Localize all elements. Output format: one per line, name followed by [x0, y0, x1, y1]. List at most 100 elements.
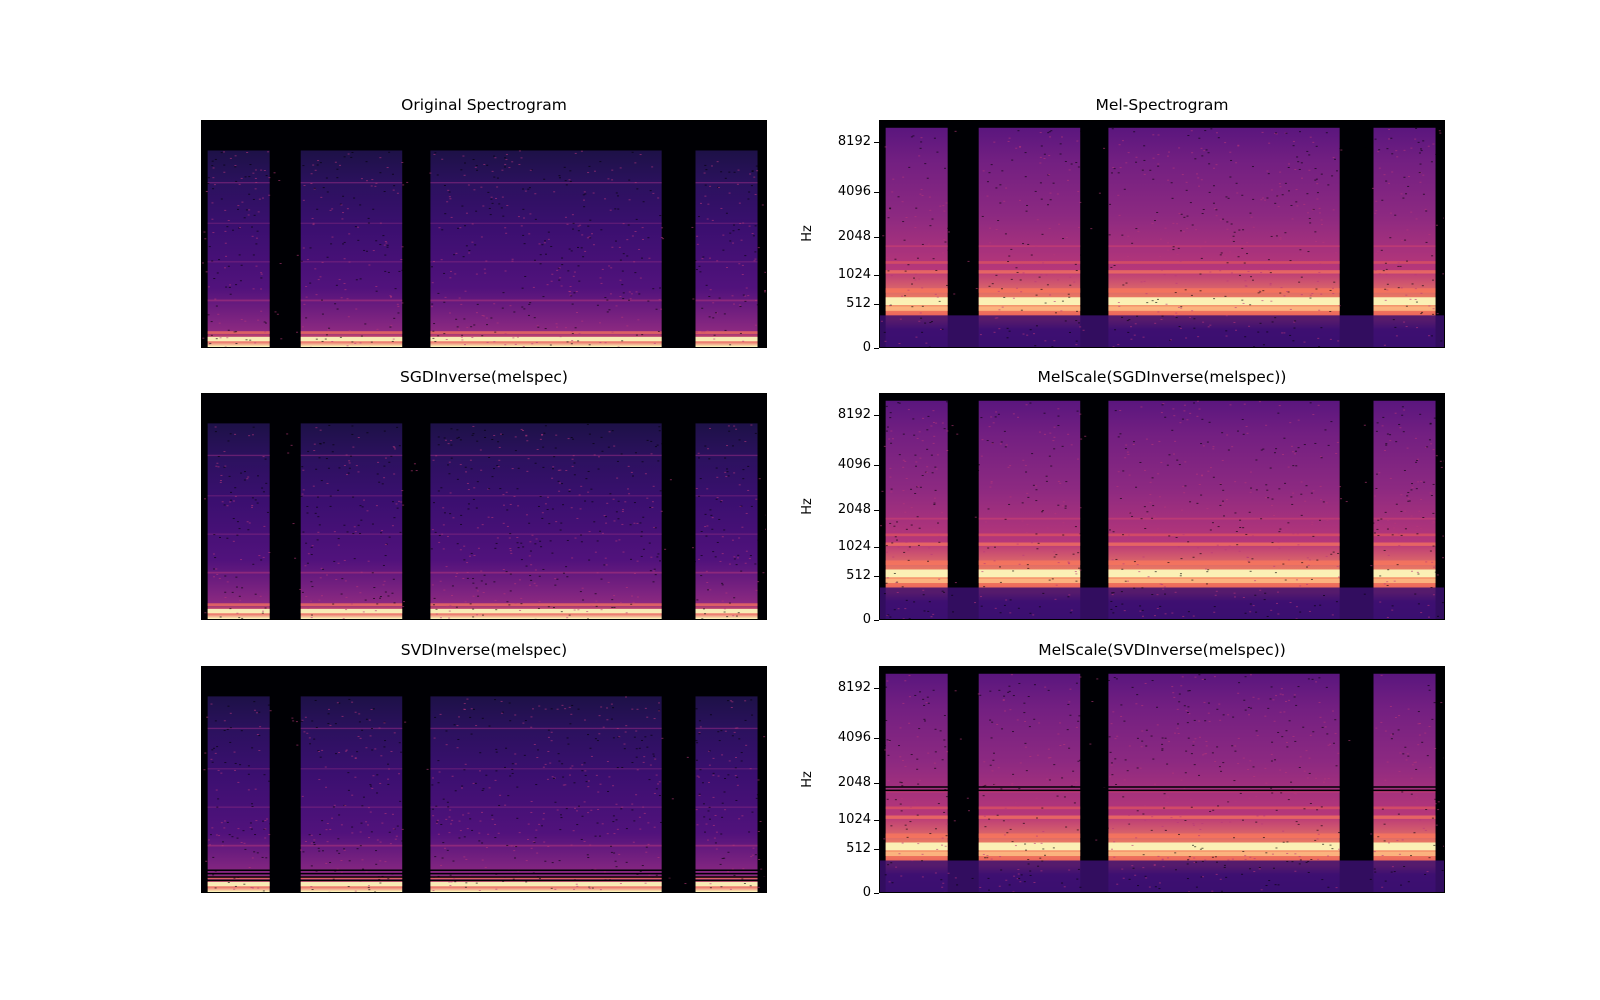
speckle [1420, 313, 1423, 315]
speckle [628, 299, 631, 301]
speckle [914, 454, 917, 456]
speckle [652, 570, 655, 572]
speckle [606, 311, 609, 313]
speckle [1295, 201, 1298, 203]
speckle [226, 337, 229, 339]
speckle [1049, 136, 1052, 138]
speckle [1250, 276, 1253, 278]
speckle [296, 254, 299, 256]
speckle [475, 165, 478, 167]
speckle [1416, 327, 1419, 329]
speckle [459, 549, 462, 551]
speckle [1382, 270, 1385, 272]
speckle [232, 518, 235, 520]
speckle [273, 172, 276, 174]
speckle [1211, 856, 1214, 858]
speckle [943, 811, 946, 813]
speckle [886, 798, 889, 800]
speckle [988, 818, 991, 820]
speckle [261, 197, 264, 199]
speckle [471, 829, 474, 831]
speckle [1226, 280, 1229, 282]
speckle [431, 784, 434, 786]
speckle [989, 690, 992, 692]
speckle [907, 289, 910, 291]
speckle [1275, 847, 1278, 849]
speckle [299, 588, 302, 590]
speckle [541, 434, 544, 436]
speckle [1256, 735, 1259, 737]
speckle [1315, 288, 1318, 290]
speckle [247, 789, 250, 791]
speckle [1028, 726, 1031, 728]
speckle [587, 491, 590, 493]
speckle [1275, 235, 1278, 237]
speckle [1332, 742, 1335, 744]
speckle [588, 886, 591, 888]
speckle [1393, 580, 1396, 582]
speckle [706, 218, 709, 220]
speckle [990, 481, 993, 483]
speckle [944, 746, 947, 748]
artifact-line [202, 879, 766, 882]
speckle [321, 749, 324, 751]
speckle [753, 176, 756, 178]
speckle [740, 760, 743, 762]
y-tick-mark [874, 303, 879, 305]
speckle [544, 328, 547, 330]
speckle [493, 155, 496, 157]
speckle [375, 505, 378, 507]
speckle [449, 874, 452, 876]
speckle [1378, 273, 1381, 275]
speckle [641, 865, 644, 867]
speckle [887, 741, 890, 743]
speckle [936, 296, 939, 298]
speckle [621, 806, 624, 808]
speckle [608, 431, 611, 433]
speckle [911, 283, 914, 285]
speckle [365, 180, 368, 182]
speckle [736, 183, 739, 185]
speckle [750, 699, 753, 701]
speckle [488, 787, 491, 789]
speckle [1119, 433, 1122, 435]
speckle [756, 304, 759, 306]
speckle [759, 821, 762, 823]
harmonic-band [1108, 270, 1340, 274]
speckle [1113, 168, 1116, 170]
speckle [747, 465, 750, 467]
speckle [351, 151, 354, 153]
speckle [353, 526, 356, 528]
speckle [300, 495, 303, 497]
speckle [302, 165, 305, 167]
speckle [560, 817, 563, 819]
speckle [460, 303, 463, 305]
speckle [1317, 833, 1320, 835]
speckle [1303, 770, 1306, 772]
speckle [635, 748, 638, 750]
speckle [1399, 752, 1402, 754]
speckle [1035, 489, 1038, 491]
speckle [1257, 698, 1260, 700]
speckle [1285, 730, 1288, 732]
speckle [527, 458, 530, 460]
speckle [659, 331, 662, 333]
speckle [1252, 605, 1255, 607]
speckle [544, 253, 547, 255]
speckle [1227, 449, 1230, 451]
speckle [1299, 859, 1302, 861]
speckle [1318, 212, 1321, 214]
speckle [261, 856, 264, 858]
speckle [1075, 573, 1078, 575]
speckle [1387, 842, 1390, 844]
speckle [1373, 851, 1376, 853]
speckle [445, 744, 448, 746]
speckle [1205, 149, 1208, 151]
speckle [635, 794, 638, 796]
speckle [505, 747, 508, 749]
speckle [731, 868, 734, 870]
speckle [1418, 734, 1421, 736]
speckle [660, 308, 663, 310]
speckle [1401, 839, 1404, 841]
speckle [362, 796, 365, 798]
